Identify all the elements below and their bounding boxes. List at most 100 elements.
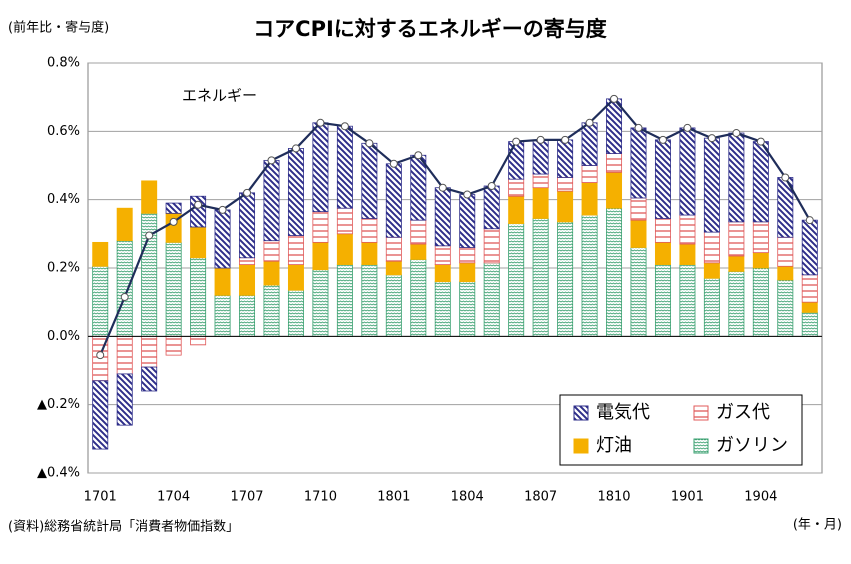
bar-segment: [557, 139, 574, 178]
bar-segment: [654, 139, 671, 219]
bar-segment: [92, 380, 109, 450]
line-marker: [707, 134, 716, 143]
bar-segment: [459, 262, 476, 283]
bar-segment: [728, 271, 745, 337]
line-marker: [658, 135, 667, 144]
x-tick-label: 1901: [671, 490, 704, 505]
line-marker: [756, 137, 765, 146]
line-marker: [438, 183, 447, 192]
legend-swatch: [693, 405, 709, 421]
line-marker: [536, 135, 545, 144]
bar-segment: [141, 335, 158, 368]
line-marker: [267, 156, 276, 165]
y-tick-label: 0.0%: [47, 329, 80, 344]
bar-segment: [532, 218, 549, 337]
y-tick-label: 0.2%: [47, 261, 80, 276]
bar-segment: [116, 373, 133, 426]
y-tick-label: ▲0.2%: [37, 397, 80, 412]
line-marker: [243, 188, 252, 197]
bar-segment: [410, 243, 427, 260]
bar-segment: [703, 277, 720, 337]
bar-segment: [459, 247, 476, 264]
bar-segment: [312, 211, 329, 243]
x-tick-label: 1801: [377, 490, 410, 505]
bar-segment: [581, 214, 598, 337]
bar-segment: [801, 312, 818, 337]
y-tick-label: 0.4%: [47, 192, 80, 207]
bar-segment: [728, 132, 745, 223]
legend-swatch: [573, 405, 589, 421]
bar-segment: [728, 221, 745, 257]
bar-segment: [190, 226, 207, 259]
line-marker: [340, 122, 349, 131]
bar-segment: [336, 207, 353, 235]
bar-segment: [679, 127, 696, 216]
bar-segment: [532, 139, 549, 175]
bar-segment: [312, 269, 329, 337]
bar-segment: [630, 247, 647, 337]
bar-segment: [581, 165, 598, 183]
bar-segment: [606, 207, 623, 337]
line-marker: [120, 293, 129, 302]
bar-segment: [287, 235, 304, 265]
bar-segment: [777, 236, 794, 267]
bar-segment: [287, 148, 304, 236]
x-tick-label: 1710: [304, 490, 337, 505]
legend-label: 電気代: [596, 402, 650, 423]
bar-segment: [190, 257, 207, 337]
line-marker: [585, 118, 594, 127]
bar-segment: [410, 259, 427, 337]
bar-segment: [532, 187, 549, 219]
bar-segment: [630, 197, 647, 221]
line-marker: [805, 216, 814, 225]
line-marker: [291, 144, 300, 153]
bar-segment: [434, 187, 451, 247]
bar-segment: [703, 137, 720, 233]
bar-segment: [752, 267, 769, 337]
bar-segment: [777, 265, 794, 281]
line-marker: [389, 159, 398, 168]
y-label: (前年比・寄与度): [8, 20, 109, 36]
bar-segment: [654, 218, 671, 243]
bar-segment: [385, 274, 402, 337]
bar-segment: [92, 265, 109, 337]
legend-label: 灯油: [596, 435, 632, 456]
line-marker: [316, 118, 325, 127]
bar-segment: [801, 219, 818, 276]
bar-segment: [483, 228, 500, 264]
bar-segment: [336, 264, 353, 337]
bar-segment: [239, 294, 256, 337]
legend-label: ガス代: [716, 402, 770, 423]
bar-segment: [361, 218, 378, 243]
bar-segment: [116, 335, 133, 375]
bar-segment: [165, 241, 182, 337]
bar-segment: [557, 190, 574, 223]
bar-segment: [581, 182, 598, 216]
bar-segment: [361, 241, 378, 265]
bar-segment: [434, 281, 451, 337]
bar-segment: [703, 262, 720, 279]
bar-segment: [214, 294, 231, 337]
line-marker: [634, 123, 643, 132]
bar-segment: [239, 257, 256, 265]
bar-segment: [508, 178, 525, 197]
bar-segment: [434, 245, 451, 265]
bar-segment: [165, 335, 182, 356]
bar-segment: [239, 264, 256, 296]
bar-segment: [557, 221, 574, 337]
y-tick-label: 0.8%: [47, 56, 80, 71]
line-marker: [561, 135, 570, 144]
bar-segment: [92, 241, 109, 267]
x-tick-label: 1804: [451, 490, 484, 505]
bar-segment: [263, 240, 280, 262]
bar-segment: [410, 154, 427, 221]
bar-segment: [361, 142, 378, 219]
bar-segment: [385, 236, 402, 262]
chart-title: コアCPIに対するエネルギーの寄与度: [253, 17, 607, 41]
source: (資料)総務省統計局「消費者物価指数」: [8, 519, 239, 535]
bar-segment: [801, 301, 818, 313]
bar-segment: [679, 264, 696, 337]
bar-segment: [630, 127, 647, 199]
bar-segment: [214, 267, 231, 296]
